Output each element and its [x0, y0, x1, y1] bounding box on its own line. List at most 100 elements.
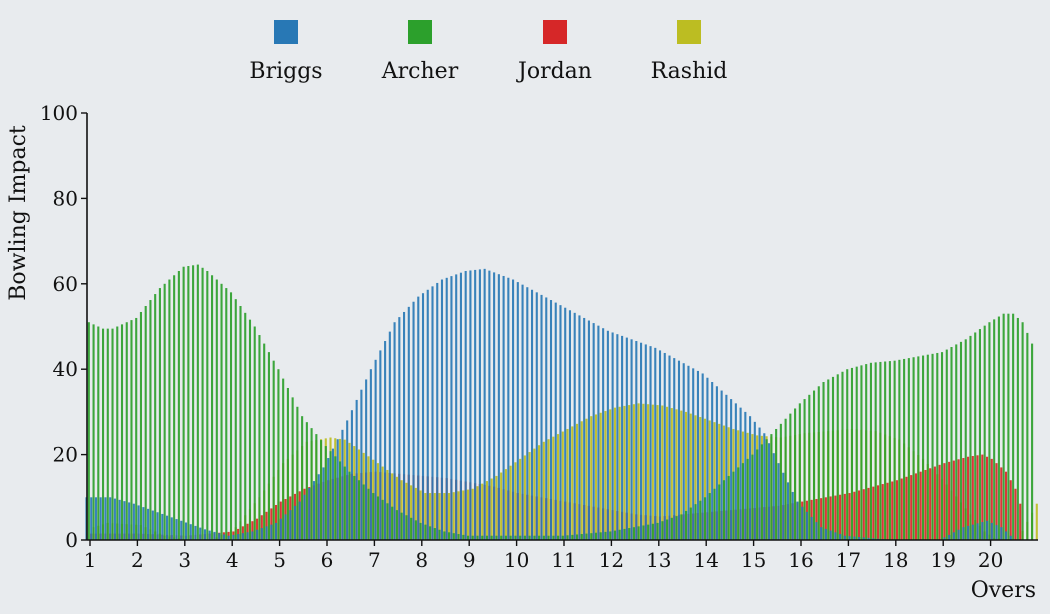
bar-briggs: [715, 386, 718, 540]
bar-briggs: [668, 355, 671, 540]
bar-archer: [286, 387, 289, 540]
x-tick-label: 12: [599, 548, 624, 572]
legend-label-jordan: Jordan: [516, 59, 592, 84]
bar-archer: [476, 535, 479, 540]
bar-briggs: [990, 522, 993, 540]
bar-rashid: [490, 478, 493, 540]
bar-jordan: [872, 486, 875, 541]
bar-archer: [177, 270, 180, 540]
bar-archer: [111, 328, 114, 540]
bar-briggs: [464, 270, 467, 540]
bar-jordan: [839, 494, 842, 540]
bar-briggs: [241, 533, 244, 540]
bar-archer: [1021, 322, 1024, 540]
bar-archer: [945, 349, 948, 540]
bar-briggs: [118, 499, 121, 540]
bar-briggs: [379, 350, 382, 540]
bar-archer: [789, 413, 792, 540]
bar-jordan: [820, 498, 823, 540]
bar-rashid: [509, 465, 512, 540]
bar-jordan: [858, 490, 861, 540]
bar-archer: [234, 299, 237, 540]
bar-archer: [429, 526, 432, 540]
bar-jordan: [929, 468, 932, 540]
bar-rashid: [713, 422, 716, 540]
bar-briggs: [530, 289, 534, 540]
bar-archer: [907, 358, 910, 540]
bar-archer: [922, 355, 925, 540]
bar-rashid: [481, 483, 484, 540]
bar-briggs: [170, 517, 173, 540]
bar-briggs: [459, 272, 462, 540]
bar-briggs: [137, 505, 140, 540]
bar-briggs: [867, 537, 870, 540]
bar-briggs: [545, 297, 548, 540]
bar-briggs: [113, 498, 116, 540]
bar-briggs: [393, 322, 396, 540]
x-tick-label: 17: [836, 548, 861, 572]
bar-briggs: [976, 523, 979, 540]
bar-archer: [760, 444, 763, 540]
bar-archer: [931, 353, 934, 540]
bar-briggs: [308, 487, 311, 540]
bar-briggs: [687, 365, 690, 540]
bar-briggs: [109, 497, 112, 540]
bar-rashid: [395, 476, 398, 540]
bar-archer: [884, 361, 887, 540]
bar-jordan: [976, 455, 979, 540]
bar-briggs: [284, 514, 287, 540]
bar-briggs: [644, 344, 647, 540]
bar-jordan: [1009, 480, 1012, 540]
bar-archer: [779, 423, 782, 540]
bar-rashid: [670, 408, 673, 540]
bar-archer: [305, 422, 308, 540]
legend-swatch-jordan: [543, 20, 567, 44]
bar-jordan: [985, 456, 989, 540]
bar-archer: [604, 531, 607, 540]
bar-archer: [504, 535, 507, 540]
bar-briggs: [682, 363, 685, 540]
bar-archer: [106, 328, 109, 540]
x-tick-label: 5: [273, 548, 286, 572]
bar-archer: [248, 319, 252, 540]
bar-archer: [277, 369, 280, 540]
bar-archer: [229, 292, 233, 540]
bar-archer: [92, 324, 95, 540]
bar-archer: [1002, 313, 1005, 540]
bar-archer: [552, 535, 555, 540]
bar-jordan: [891, 481, 894, 540]
bar-rashid: [452, 492, 455, 540]
bar-briggs: [753, 421, 756, 540]
bar-briggs: [128, 502, 131, 540]
bar-briggs: [270, 524, 273, 540]
bar-rashid: [414, 487, 417, 540]
x-tick-label: 9: [463, 548, 476, 572]
bar-archer: [803, 399, 806, 540]
bar-briggs: [497, 274, 500, 540]
bar-archer: [680, 514, 683, 540]
bar-jordan: [1019, 503, 1022, 540]
bar-rashid: [604, 411, 607, 540]
x-tick-label: 7: [368, 548, 381, 572]
bar-rashid: [628, 405, 631, 540]
bar-archer: [675, 516, 678, 540]
bar-briggs: [706, 377, 709, 540]
bar-archer: [125, 322, 128, 540]
bar-archer: [997, 316, 1000, 540]
bar-briggs: [355, 399, 358, 540]
bar-briggs: [180, 520, 183, 540]
bar-briggs: [407, 306, 410, 540]
bar-briggs: [431, 286, 434, 540]
bar-briggs: [1009, 535, 1012, 540]
y-tick-label: 100: [40, 101, 78, 125]
bar-rashid: [547, 439, 550, 540]
bar-jordan: [910, 475, 913, 540]
bar-rashid: [647, 404, 650, 540]
bar-briggs: [725, 394, 728, 540]
bar-briggs: [374, 359, 377, 540]
bar-briggs: [213, 531, 216, 540]
bar-archer: [964, 339, 967, 540]
bar-rashid: [699, 417, 702, 540]
bar-briggs: [981, 522, 984, 540]
bar-rashid: [661, 405, 664, 540]
